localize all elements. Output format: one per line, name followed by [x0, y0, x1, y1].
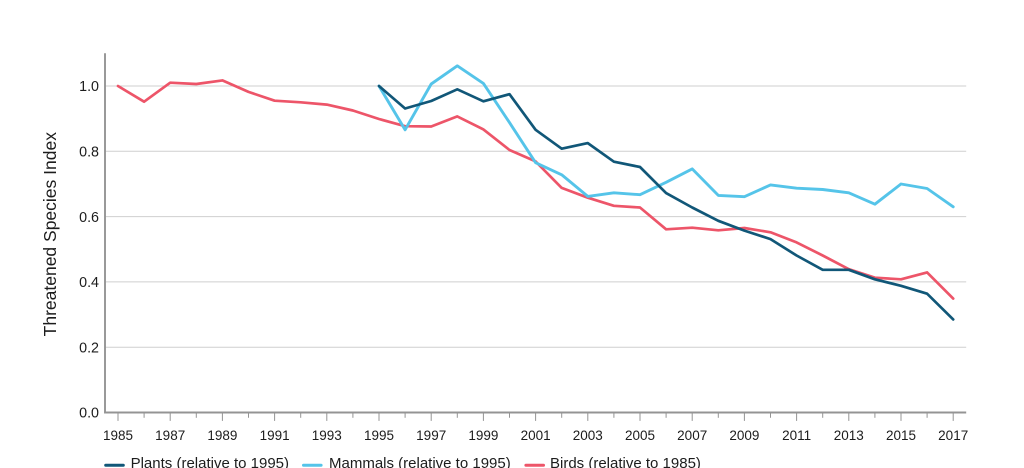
- svg-text:2015: 2015: [886, 428, 916, 443]
- svg-text:2017: 2017: [938, 428, 968, 443]
- svg-text:2011: 2011: [782, 428, 811, 443]
- svg-text:0.2: 0.2: [79, 340, 99, 356]
- svg-text:Mammals (relative to 1995): Mammals (relative to 1995): [329, 455, 511, 468]
- svg-text:1989: 1989: [207, 428, 237, 443]
- svg-text:1987: 1987: [155, 428, 185, 443]
- svg-text:2009: 2009: [729, 428, 759, 443]
- svg-text:1985: 1985: [103, 428, 133, 443]
- svg-text:1999: 1999: [468, 428, 498, 443]
- svg-text:0.0: 0.0: [79, 406, 99, 422]
- svg-text:1991: 1991: [260, 428, 290, 443]
- svg-text:1995: 1995: [364, 428, 394, 443]
- svg-text:Birds (relative to 1985): Birds (relative to 1985): [550, 455, 701, 468]
- svg-text:0.8: 0.8: [79, 145, 99, 161]
- svg-text:Plants (relative to 1995): Plants (relative to 1995): [131, 455, 289, 468]
- svg-text:2005: 2005: [625, 428, 655, 443]
- svg-text:2013: 2013: [834, 428, 864, 443]
- svg-text:1.0: 1.0: [79, 79, 99, 95]
- svg-text:0.6: 0.6: [79, 210, 99, 226]
- svg-text:Threatened Species Index: Threatened Species Index: [40, 132, 60, 337]
- svg-text:2001: 2001: [521, 428, 551, 443]
- svg-text:0.4: 0.4: [79, 275, 99, 291]
- svg-text:2007: 2007: [677, 428, 707, 443]
- svg-text:1993: 1993: [312, 428, 342, 443]
- svg-text:2003: 2003: [573, 428, 603, 443]
- svg-text:1997: 1997: [416, 428, 446, 443]
